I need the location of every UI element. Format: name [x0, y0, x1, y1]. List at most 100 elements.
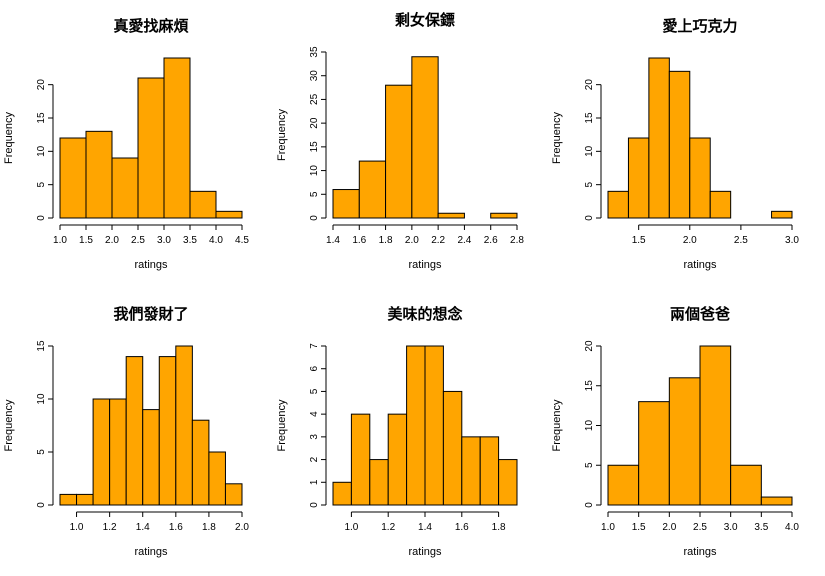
histogram-bar: [332, 189, 360, 219]
x-tick-label: 1.0: [601, 522, 615, 533]
y-tick-label: 5: [584, 462, 595, 468]
histogram-bar: [709, 190, 732, 219]
histogram-bar: [406, 345, 426, 506]
y-tick-label: 0: [309, 502, 320, 508]
y-tick-label: 5: [584, 181, 595, 187]
histogram-bar: [411, 56, 439, 219]
x-tick-label: 3.5: [183, 235, 197, 246]
y-tick-label: 15: [36, 340, 47, 352]
histogram-bar: [358, 160, 387, 219]
histogram-bar: [607, 464, 640, 506]
chart-title: 美味的想念: [387, 305, 462, 323]
y-axis-label: Frequency: [3, 112, 15, 164]
histogram-bar: [668, 70, 691, 219]
histogram-bar: [189, 190, 217, 219]
histogram-bar: [215, 210, 243, 219]
histogram-bar: [163, 57, 191, 219]
chart-title: 真愛找麻煩: [113, 17, 189, 35]
y-tick-label: 0: [584, 502, 595, 508]
histogram-bar: [648, 57, 670, 219]
y-tick-label: 20: [584, 340, 595, 352]
chart-title: 剩女保鏢: [395, 11, 455, 29]
y-tick-label: 7: [309, 343, 320, 349]
y-tick-label: 25: [309, 93, 320, 105]
y-tick-label: 1: [309, 479, 320, 485]
histogram-bar: [387, 413, 408, 506]
y-axis-label: Frequency: [276, 109, 288, 161]
y-tick-label: 4: [309, 411, 320, 417]
y-tick-label: 10: [309, 165, 320, 177]
x-tick-label: 2.8: [510, 235, 524, 246]
y-tick-label: 10: [36, 393, 47, 405]
y-axis-label: Frequency: [3, 399, 15, 451]
x-tick-label: 1.5: [632, 235, 646, 246]
histogram-bar: [59, 137, 87, 219]
x-tick-label: 1.0: [344, 522, 358, 533]
histogram-bar: [461, 436, 481, 506]
histogram-panel-5: 美味的想念 1.0 1.2 1.4 1.6 1.8 ratings 0 1 2 3 4 5 6 7 Frequ…: [276, 305, 518, 558]
histogram-bar: [59, 493, 78, 506]
histogram-panel-6: 兩個爸爸 1.0 1.5 2.0 2.5 3.0 3.5 4.0 ratings 0 5 10 15 20…: [551, 305, 799, 558]
y-tick-label: 20: [584, 79, 595, 91]
histogram-panel-1: 真愛找麻煩 1.0 1.5 2.0 2.5 3.0 3.5 4.0 4.5 ratings 0 5 10…: [3, 17, 249, 271]
x-tick-label: 2.4: [457, 235, 471, 246]
y-tick-label: 5: [309, 388, 320, 394]
x-tick-label: 2.5: [734, 235, 748, 246]
y-tick-label: 2: [309, 456, 320, 462]
y-tick-label: 10: [584, 420, 595, 432]
x-tick-label: 1.4: [136, 522, 150, 533]
y-tick-label: 0: [36, 502, 47, 508]
x-tick-label: 2.2: [431, 235, 445, 246]
chart-title: 兩個爸爸: [670, 305, 730, 323]
histogram-bar: [137, 77, 165, 219]
x-tick-label: 1.5: [79, 235, 93, 246]
histogram-bar: [142, 409, 160, 506]
histogram-bar: [689, 137, 711, 219]
x-tick-label: 2.0: [105, 235, 119, 246]
y-axis-label: Frequency: [551, 399, 563, 451]
x-tick-label: 2.0: [683, 235, 697, 246]
histogram-bar: [109, 398, 127, 506]
histogram-bar: [424, 345, 444, 506]
y-tick-label: 15: [309, 141, 320, 153]
histogram-bar: [760, 496, 793, 506]
x-tick-label: 3.0: [724, 522, 738, 533]
y-tick-label: 15: [36, 112, 47, 124]
histogram-bar: [224, 483, 243, 506]
x-tick-label: 4.0: [209, 235, 223, 246]
y-tick-label: 5: [36, 449, 47, 455]
histogram-bar: [771, 210, 793, 219]
y-tick-label: 35: [309, 46, 320, 58]
y-axis-label: Frequency: [551, 112, 563, 164]
histogram-bar: [668, 377, 701, 506]
x-tick-label: 1.6: [455, 522, 469, 533]
y-tick-label: 15: [584, 112, 595, 124]
y-tick-label: 5: [36, 181, 47, 187]
x-tick-label: 2.0: [662, 522, 676, 533]
x-tick-label: 1.8: [202, 522, 216, 533]
x-axis-label: ratings: [134, 546, 168, 558]
x-axis-label: ratings: [408, 546, 442, 558]
y-tick-label: 0: [36, 215, 47, 221]
x-axis-label: ratings: [134, 259, 168, 271]
x-tick-label: 1.5: [632, 522, 646, 533]
histogram-bar: [730, 464, 762, 506]
chart-title: 我們發財了: [113, 305, 188, 323]
x-tick-label: 4.5: [235, 235, 249, 246]
x-tick-label: 2.0: [235, 522, 249, 533]
histogram-bar: [607, 190, 629, 219]
histogram-bar: [76, 493, 94, 506]
x-tick-label: 1.8: [492, 522, 506, 533]
x-tick-label: 1.4: [418, 522, 432, 533]
histogram-panel-4: 我們發財了 1.0 1.2 1.4 1.6 1.8 2.0 ratings 0 5 10 15 Freq…: [3, 305, 249, 558]
x-tick-label: 3.5: [754, 522, 768, 533]
y-tick-label: 6: [309, 365, 320, 371]
x-tick-label: 1.2: [381, 522, 395, 533]
histogram-bar: [332, 481, 352, 506]
histogram-bar: [442, 390, 463, 506]
histogram-bar: [350, 413, 371, 506]
x-tick-label: 1.6: [352, 235, 366, 246]
y-tick-label: 20: [309, 117, 320, 129]
x-axis-label: ratings: [683, 546, 717, 558]
histogram-bar: [191, 419, 210, 506]
